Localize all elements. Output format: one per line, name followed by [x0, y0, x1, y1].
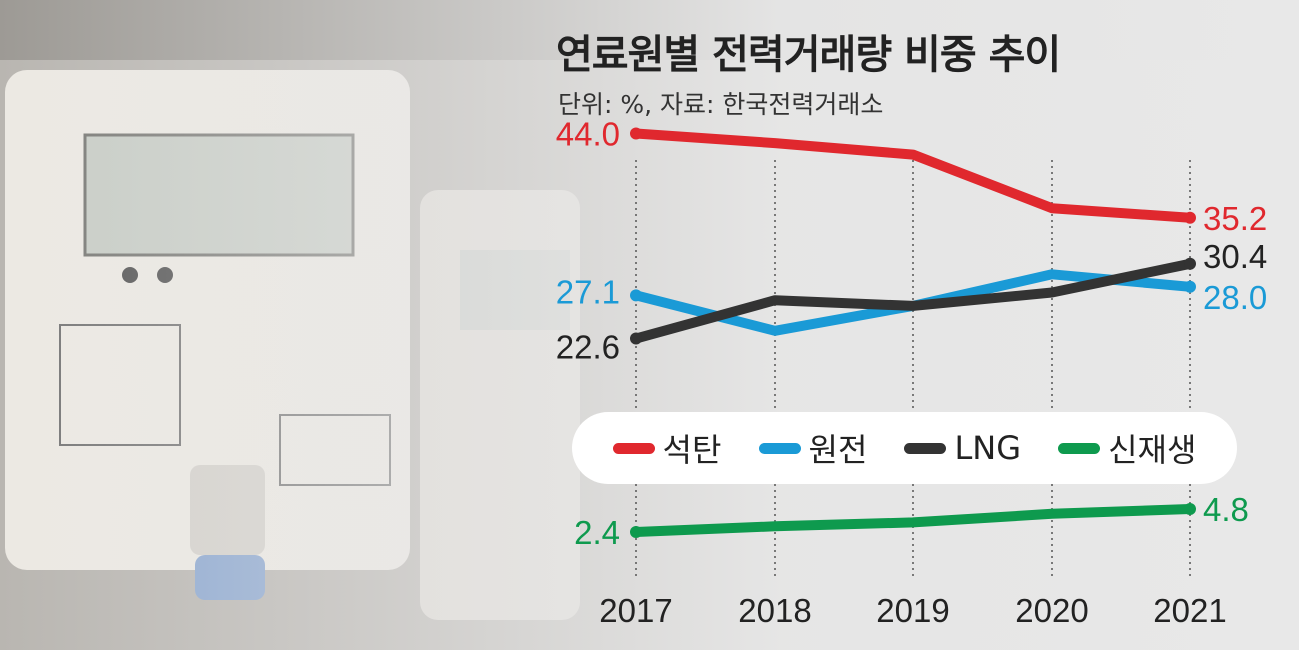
- x-tick-label: 2018: [738, 592, 811, 629]
- chart-title: 연료원별 전력거래량 비중 추이: [556, 32, 1061, 78]
- data-label-first: 2.4: [574, 514, 620, 551]
- data-label-last: 4.8: [1203, 491, 1249, 528]
- data-point: [1184, 280, 1196, 293]
- data-point: [630, 289, 642, 302]
- data-label-last: 35.2: [1203, 200, 1267, 237]
- data-point: [1184, 257, 1196, 270]
- legend: 석탄 원전 LNG 신재생: [572, 412, 1237, 484]
- series-line-석탄: [631, 128, 1195, 223]
- grid-lines: [635, 160, 1191, 580]
- series-line-신재생: [631, 504, 1195, 537]
- legend-item: 석탄: [612, 425, 722, 471]
- x-tick-label: 2021: [1153, 592, 1226, 629]
- legend-label: LNG: [954, 429, 1022, 467]
- series-lines: [630, 127, 1196, 538]
- x-tick-label: 2020: [1015, 592, 1088, 629]
- x-tick-label: 2019: [876, 592, 949, 629]
- legend-item: 신재생: [1058, 425, 1196, 471]
- legend-swatch: [758, 442, 801, 454]
- x-axis-ticks: 2017 2018 2019 2020 2021: [599, 592, 1226, 629]
- legend-swatch: [612, 442, 655, 454]
- legend-swatch: [1058, 442, 1101, 454]
- legend-item: 원전: [758, 425, 868, 471]
- legend-item: LNG: [904, 429, 1021, 467]
- series-line-LNG: [631, 258, 1195, 344]
- data-labels: 44.0 35.2 27.1 28.0 22.6 30.4 2.4 4.8: [556, 116, 1267, 552]
- data-point: [630, 127, 642, 140]
- chart-subtitle: 단위: %, 자료: 한국전력거래소: [558, 90, 884, 119]
- data-point: [630, 332, 642, 345]
- data-label-last: 28.0: [1203, 279, 1267, 316]
- data-point: [1184, 503, 1196, 515]
- legend-label: 신재생: [1108, 431, 1197, 469]
- data-point: [1184, 211, 1196, 224]
- data-label-first: 44.0: [556, 116, 620, 153]
- legend-swatch: [904, 442, 947, 454]
- legend-label: 석탄: [662, 431, 722, 469]
- data-label-first: 22.6: [556, 329, 620, 366]
- data-point: [630, 526, 642, 538]
- data-label-last: 30.4: [1203, 238, 1267, 275]
- legend-label: 원전: [808, 431, 868, 469]
- data-label-first: 27.1: [556, 273, 620, 310]
- x-tick-label: 2017: [599, 592, 672, 629]
